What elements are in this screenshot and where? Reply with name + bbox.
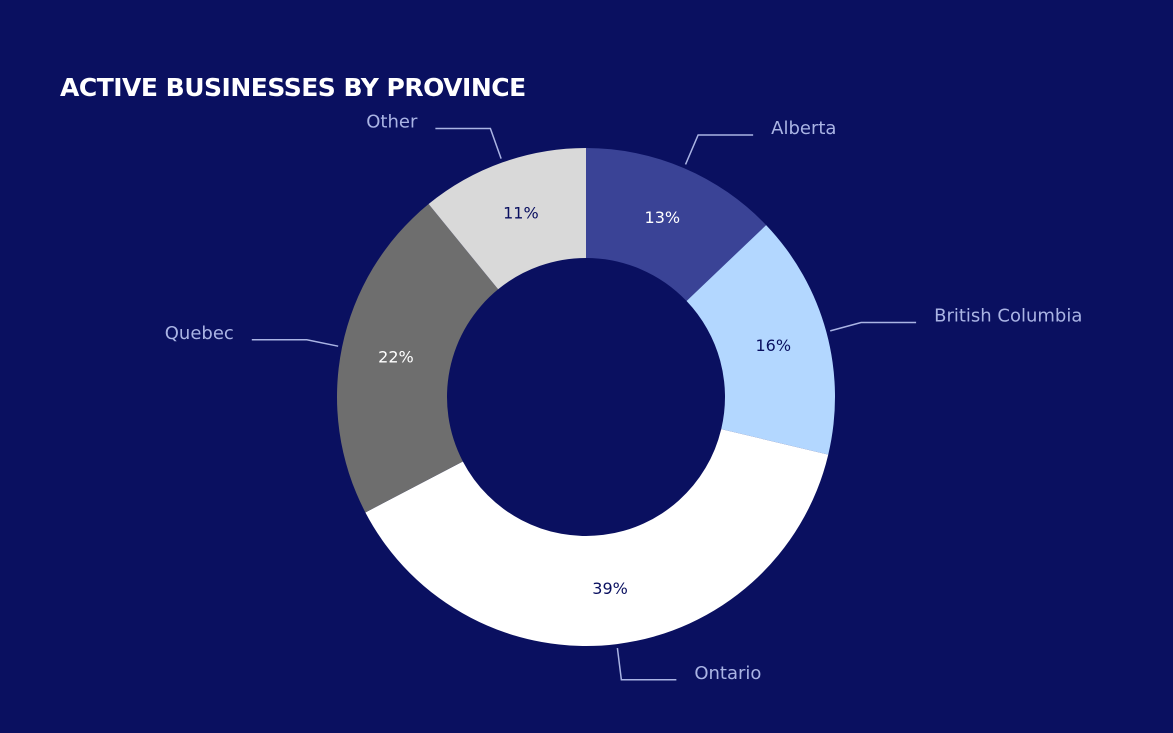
slice-name: British Columbia (934, 306, 1082, 327)
chart-title: ACTIVE BUSINESSES BY PROVINCE (60, 73, 526, 102)
slice (586, 148, 767, 302)
value-label: 39% (592, 579, 628, 598)
value-label: 13% (645, 208, 681, 227)
leader-line (684, 134, 754, 165)
slice (336, 204, 499, 513)
slice-name: Other (366, 112, 418, 133)
slice (428, 148, 586, 290)
value-label: 16% (755, 336, 791, 355)
slice-name: Quebec (165, 323, 234, 344)
slice-name: Alberta (771, 118, 836, 139)
leader-line (616, 647, 677, 681)
slice-name: Ontario (694, 663, 761, 684)
slice (686, 225, 835, 455)
value-label: 11% (503, 204, 539, 223)
slice (365, 429, 829, 646)
leader-line (251, 339, 339, 347)
leader-line (435, 127, 502, 159)
leader-line (830, 321, 917, 332)
value-label: 22% (378, 348, 414, 367)
